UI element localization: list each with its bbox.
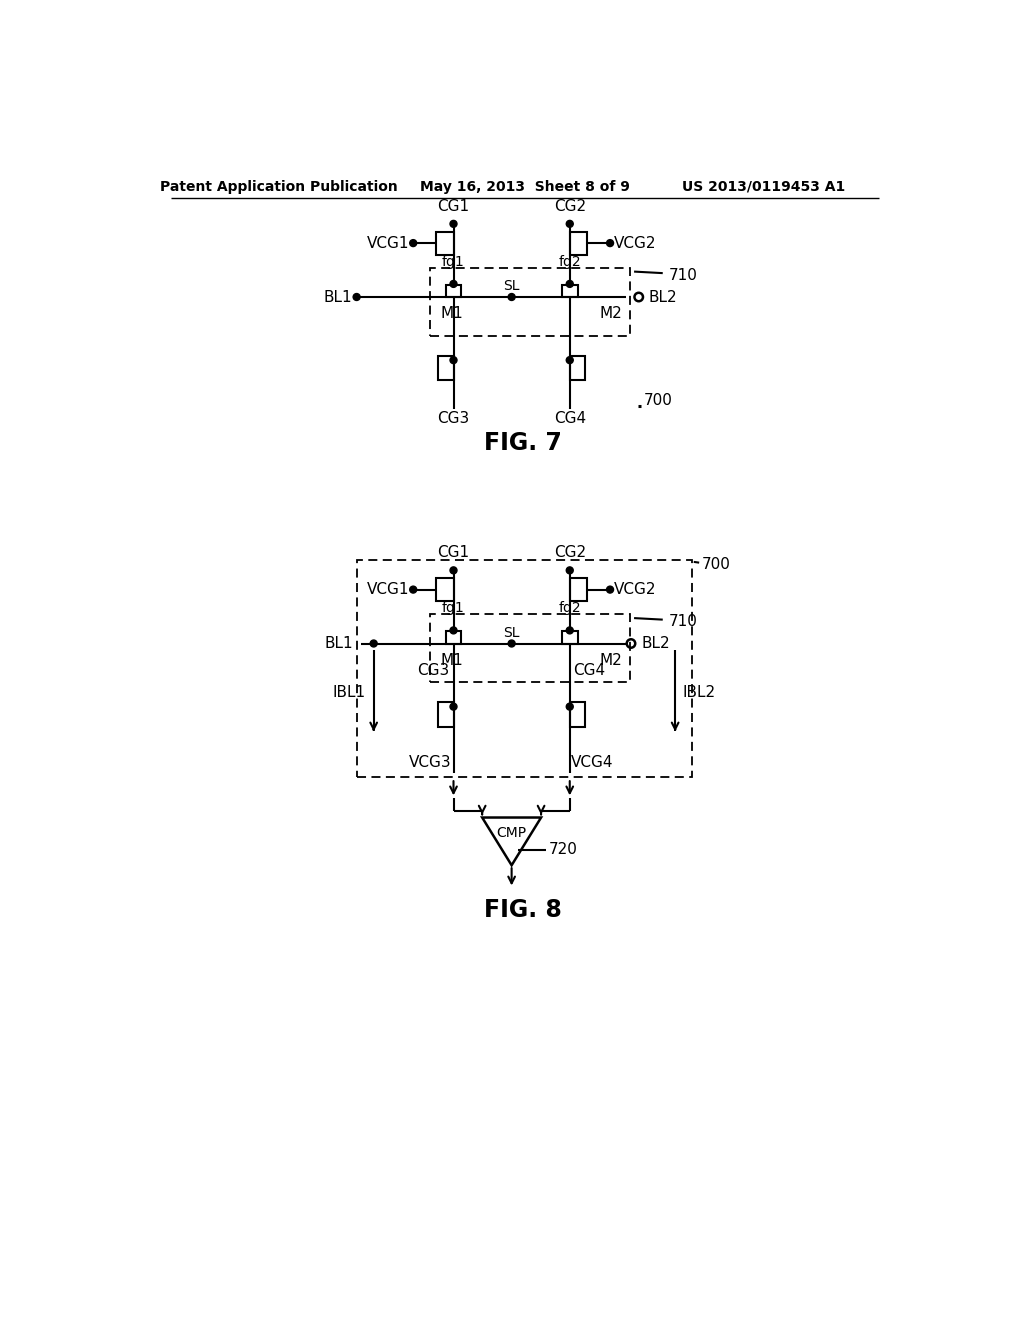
Text: BL1: BL1 xyxy=(325,636,352,651)
Bar xyxy=(445,631,461,644)
Circle shape xyxy=(450,566,457,574)
Bar xyxy=(430,268,630,335)
Bar xyxy=(438,702,454,726)
Text: M2: M2 xyxy=(599,306,623,322)
Circle shape xyxy=(450,704,457,710)
Text: VCG3: VCG3 xyxy=(410,755,452,771)
Bar xyxy=(569,702,586,726)
Text: M2: M2 xyxy=(599,653,623,668)
Bar xyxy=(438,355,454,380)
Text: IBL2: IBL2 xyxy=(683,685,716,700)
Circle shape xyxy=(606,240,613,247)
Circle shape xyxy=(566,356,573,363)
Text: CG3: CG3 xyxy=(418,663,450,678)
Circle shape xyxy=(566,627,573,634)
Bar xyxy=(569,231,587,255)
Text: CG3: CG3 xyxy=(437,411,470,426)
Circle shape xyxy=(566,220,573,227)
Circle shape xyxy=(508,293,515,301)
Circle shape xyxy=(353,293,360,301)
Text: VCG4: VCG4 xyxy=(571,755,613,771)
Circle shape xyxy=(450,356,457,363)
Circle shape xyxy=(566,704,573,710)
Bar xyxy=(569,578,587,601)
Circle shape xyxy=(410,586,417,593)
Text: fg1: fg1 xyxy=(442,601,465,615)
Circle shape xyxy=(450,220,457,227)
Text: 700: 700 xyxy=(643,393,672,408)
Bar xyxy=(430,614,630,682)
Text: VCG1: VCG1 xyxy=(367,235,410,251)
Text: fg2: fg2 xyxy=(558,601,581,615)
Circle shape xyxy=(450,280,457,288)
Bar xyxy=(562,631,578,644)
Text: 720: 720 xyxy=(549,842,578,858)
Text: CG2: CG2 xyxy=(554,545,586,560)
Bar xyxy=(436,231,454,255)
Text: May 16, 2013  Sheet 8 of 9: May 16, 2013 Sheet 8 of 9 xyxy=(420,180,630,194)
Circle shape xyxy=(566,566,573,574)
Circle shape xyxy=(371,640,377,647)
Circle shape xyxy=(450,627,457,634)
Text: CMP: CMP xyxy=(497,826,526,840)
Text: FIG. 7: FIG. 7 xyxy=(484,432,562,455)
Text: BL1: BL1 xyxy=(324,289,352,305)
Text: 710: 710 xyxy=(669,614,697,630)
Text: 710: 710 xyxy=(669,268,697,282)
Bar xyxy=(569,355,586,380)
Text: IBL1: IBL1 xyxy=(333,685,366,700)
Text: CG4: CG4 xyxy=(554,411,586,426)
Circle shape xyxy=(410,240,417,247)
Text: US 2013/0119453 A1: US 2013/0119453 A1 xyxy=(682,180,845,194)
Circle shape xyxy=(566,280,573,288)
Text: BL2: BL2 xyxy=(648,289,677,305)
Text: VCG2: VCG2 xyxy=(614,235,656,251)
Bar xyxy=(445,285,461,297)
Bar xyxy=(562,285,578,297)
Text: CG2: CG2 xyxy=(554,198,586,214)
Text: Patent Application Publication: Patent Application Publication xyxy=(160,180,398,194)
Text: FIG. 8: FIG. 8 xyxy=(484,898,562,921)
Text: VCG1: VCG1 xyxy=(367,582,410,597)
Text: fg1: fg1 xyxy=(442,255,465,268)
Text: 700: 700 xyxy=(701,557,730,572)
Circle shape xyxy=(508,640,515,647)
Bar xyxy=(356,560,692,776)
Text: CG1: CG1 xyxy=(437,198,470,214)
Text: SL: SL xyxy=(504,626,520,640)
Text: SL: SL xyxy=(504,280,520,293)
Text: M1: M1 xyxy=(440,306,463,322)
Bar xyxy=(436,578,454,601)
Text: CG1: CG1 xyxy=(437,545,470,560)
Text: VCG2: VCG2 xyxy=(614,582,656,597)
Text: BL2: BL2 xyxy=(642,636,671,651)
Circle shape xyxy=(606,586,613,593)
Text: CG4: CG4 xyxy=(573,663,606,678)
Text: M1: M1 xyxy=(440,653,463,668)
Text: fg2: fg2 xyxy=(558,255,581,268)
